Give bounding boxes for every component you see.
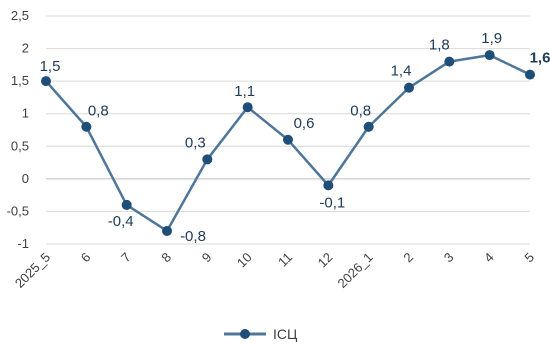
x-tick-label: 2026_1 bbox=[334, 250, 375, 291]
data-label: 1,9 bbox=[481, 30, 502, 47]
x-tick-label: 3 bbox=[441, 250, 457, 266]
data-label: 0,3 bbox=[185, 134, 206, 151]
data-labels: 1,5 0,8 -0,4 -0,8 0,3 1,1 0,6 -0,1 0,8 1,4 1,8 1,9 1… bbox=[40, 30, 550, 245]
y-tick-label: 2,5 bbox=[11, 8, 29, 23]
x-tick-label: 9 bbox=[199, 250, 215, 266]
data-point bbox=[242, 102, 253, 113]
x-tick-label: 6 bbox=[78, 250, 94, 266]
legend: ІСЦ bbox=[224, 326, 298, 342]
data-label: 0,6 bbox=[294, 115, 315, 132]
data-point bbox=[162, 225, 172, 236]
y-tick-label: -0,5 bbox=[7, 203, 29, 218]
gridlines bbox=[46, 15, 530, 245]
legend-marker-swatch bbox=[240, 329, 250, 339]
y-tick-label: -1 bbox=[17, 236, 29, 251]
data-label: 0,8 bbox=[350, 103, 371, 120]
data-point bbox=[41, 76, 51, 87]
series-isc bbox=[41, 50, 535, 236]
legend-label-isc: ІСЦ bbox=[273, 326, 298, 342]
y-tick-label: 2 bbox=[22, 41, 29, 56]
x-tick-label: 4 bbox=[481, 250, 497, 266]
data-label: 1,4 bbox=[391, 63, 412, 80]
data-point bbox=[323, 180, 334, 191]
data-label: -0,4 bbox=[108, 213, 134, 230]
x-tick-label: 7 bbox=[118, 250, 134, 266]
x-tick-label: 12 bbox=[315, 250, 336, 271]
x-tick-label: 11 bbox=[275, 250, 295, 270]
data-point bbox=[363, 121, 374, 132]
x-tick-label: 2 bbox=[400, 250, 416, 266]
y-tick-label: 0 bbox=[22, 171, 29, 186]
data-point bbox=[81, 121, 92, 132]
data-label: 1,1 bbox=[234, 83, 255, 100]
y-tick-label: 1 bbox=[22, 106, 29, 121]
data-point bbox=[444, 56, 455, 67]
data-label: 1,6 bbox=[530, 50, 550, 67]
data-label: 1,5 bbox=[40, 58, 61, 75]
y-tick-label: 0,5 bbox=[11, 138, 29, 153]
data-point bbox=[484, 50, 495, 61]
data-label: 0,8 bbox=[88, 103, 109, 120]
x-axis-tick-labels: 2025_5 6 7 8 9 10 11 12 2026_1 2 3 4 5 bbox=[12, 250, 537, 291]
y-tick-label: 1,5 bbox=[11, 73, 29, 88]
x-tick-label: 8 bbox=[158, 250, 174, 266]
data-label: 1,8 bbox=[429, 37, 450, 54]
data-point bbox=[525, 69, 535, 80]
data-label: -0,1 bbox=[319, 194, 345, 211]
data-point bbox=[404, 82, 414, 93]
x-tick-label: 5 bbox=[521, 250, 537, 266]
data-point bbox=[121, 199, 132, 210]
data-label: -0,8 bbox=[180, 228, 206, 245]
data-point bbox=[202, 154, 213, 165]
data-point bbox=[283, 134, 293, 145]
x-tick-label: 10 bbox=[234, 250, 255, 271]
y-axis-tick-labels: 2,5 2 1,5 1 0,5 0 -0,5 -1 bbox=[7, 8, 29, 251]
x-tick-label: 2025_5 bbox=[12, 250, 53, 291]
